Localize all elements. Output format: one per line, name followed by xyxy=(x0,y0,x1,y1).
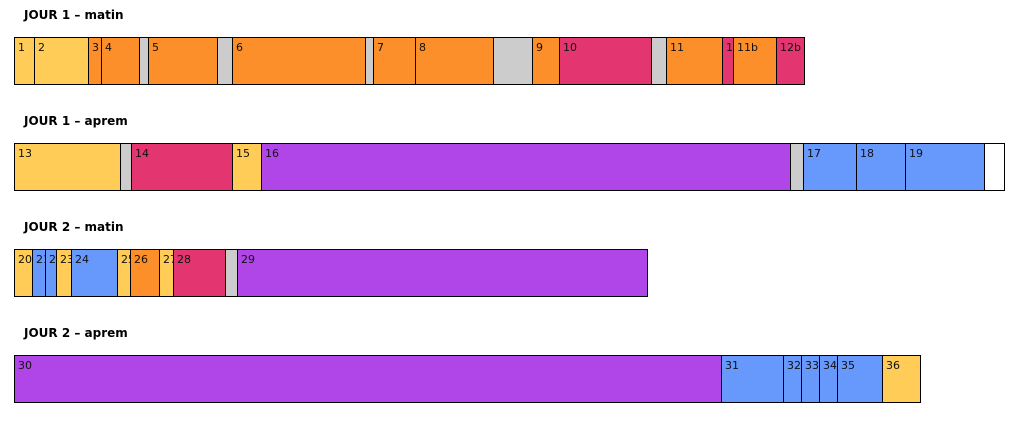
segment-21: 21 xyxy=(33,250,46,296)
segment-label: 7 xyxy=(377,41,384,54)
segment-13: 13 xyxy=(15,144,121,190)
segment-label: 14 xyxy=(135,147,149,160)
segment-34: 34 xyxy=(820,356,838,402)
segment-6: 6 xyxy=(233,38,366,84)
segment-label: 30 xyxy=(18,359,32,372)
segment-27: 27 xyxy=(160,250,174,296)
segment-gap xyxy=(121,144,132,190)
segment-label: 29 xyxy=(241,253,255,266)
segment-15: 15 xyxy=(233,144,262,190)
segment-label: 8 xyxy=(419,41,426,54)
timeline-bar-jour1-matin: 12345678910111111b12b xyxy=(14,37,805,85)
segment-24: 24 xyxy=(72,250,118,296)
segment-label: 6 xyxy=(236,41,243,54)
segment-gap xyxy=(226,250,238,296)
segment-14: 14 xyxy=(132,144,233,190)
segment-11b: 11b xyxy=(734,38,777,84)
segment-label: 35 xyxy=(841,359,855,372)
segment-gap xyxy=(791,144,804,190)
segment-23: 23 xyxy=(57,250,72,296)
segment-1: 1 xyxy=(15,38,35,84)
segment-4: 4 xyxy=(102,38,140,84)
segment-36: 36 xyxy=(883,356,920,402)
segment-10: 10 xyxy=(560,38,652,84)
segment-9: 9 xyxy=(533,38,560,84)
segment-gap xyxy=(985,144,1004,190)
segment-label: 4 xyxy=(105,41,112,54)
segment-label: 26 xyxy=(134,253,148,266)
segment-label: 16 xyxy=(265,147,279,160)
row-title-jour1-aprem: JOUR 1 – aprem xyxy=(24,114,128,128)
timeline-bar-jour2-matin: 20 21 22 23 24 25 26 27 28 29 xyxy=(14,249,648,297)
segment-gap xyxy=(652,38,667,84)
segment-2: 2 xyxy=(35,38,89,84)
segment-label: 5 xyxy=(152,41,159,54)
segment-35: 35 xyxy=(838,356,883,402)
segment-7: 7 xyxy=(374,38,416,84)
timeline-bar-jour2-aprem: 30 31 32 33 34 35 36 xyxy=(14,355,921,403)
segment-11: 11 xyxy=(667,38,723,84)
segment-11: 11 xyxy=(723,38,734,84)
segment-label: 31 xyxy=(725,359,739,372)
segment-label: 33 xyxy=(805,359,819,372)
segment-5: 5 xyxy=(149,38,218,84)
segment-gap xyxy=(218,38,233,84)
segment-32: 32 xyxy=(784,356,802,402)
segment-25: 25 xyxy=(118,250,131,296)
segment-20: 20 xyxy=(15,250,33,296)
segment-label: 25 xyxy=(121,253,130,266)
segment-gap xyxy=(140,38,149,84)
row-title-jour2-matin: JOUR 2 – matin xyxy=(24,220,124,234)
segment-gap xyxy=(494,38,533,84)
row-title-jour1-matin: JOUR 1 – matin xyxy=(24,8,124,22)
segment-label: 11 xyxy=(726,41,733,54)
segment-33: 33 xyxy=(802,356,820,402)
segment-label: 27 xyxy=(163,253,173,266)
segment-label: 2 xyxy=(38,41,45,54)
segment-label: 32 xyxy=(787,359,801,372)
segment-30: 30 xyxy=(15,356,722,402)
segment-8: 8 xyxy=(416,38,494,84)
segment-16: 16 xyxy=(262,144,791,190)
segment-label: 11b xyxy=(737,41,758,54)
segment-label: 1 xyxy=(18,41,25,54)
segment-label: 24 xyxy=(75,253,89,266)
segment-label: 13 xyxy=(18,147,32,160)
segment-label: 12b xyxy=(780,41,801,54)
segment-label: 18 xyxy=(860,147,874,160)
segment-26: 26 xyxy=(131,250,160,296)
row-title-jour2-aprem: JOUR 2 – aprem xyxy=(24,326,128,340)
segment-label: 15 xyxy=(236,147,250,160)
segment-label: 22 xyxy=(49,253,56,266)
segment-label: 20 xyxy=(18,253,32,266)
segment-12b: 12b xyxy=(777,38,804,84)
segment-label: 23 xyxy=(60,253,71,266)
segment-label: 21 xyxy=(36,253,45,266)
segment-label: 11 xyxy=(670,41,684,54)
timeline-bar-jour1-aprem: 13 14 15 16 17 18 19 xyxy=(14,143,1005,191)
segment-19: 19 xyxy=(906,144,985,190)
segment-label: 9 xyxy=(536,41,543,54)
segment-label: 17 xyxy=(807,147,821,160)
segment-17: 17 xyxy=(804,144,857,190)
segment-label: 10 xyxy=(563,41,577,54)
segment-label: 36 xyxy=(886,359,900,372)
segment-gap xyxy=(366,38,374,84)
segment-label: 3 xyxy=(92,41,99,54)
segment-18: 18 xyxy=(857,144,906,190)
segment-28: 28 xyxy=(174,250,226,296)
segment-label: 28 xyxy=(177,253,191,266)
segment-label: 19 xyxy=(909,147,923,160)
segment-31: 31 xyxy=(722,356,784,402)
segment-29: 29 xyxy=(238,250,647,296)
segment-22: 22 xyxy=(46,250,57,296)
segment-3: 3 xyxy=(89,38,102,84)
segment-label: 34 xyxy=(823,359,837,372)
